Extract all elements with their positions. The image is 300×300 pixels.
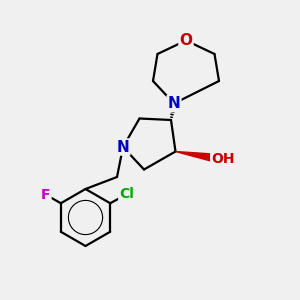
Text: OH: OH (211, 152, 235, 166)
Text: O: O (179, 33, 193, 48)
Text: F: F (41, 188, 51, 202)
Text: N: N (168, 96, 180, 111)
Polygon shape (176, 152, 212, 161)
Text: N: N (117, 140, 129, 154)
Text: Cl: Cl (119, 187, 134, 201)
